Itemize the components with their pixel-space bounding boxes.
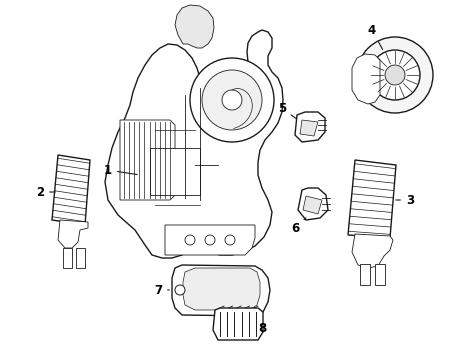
Circle shape xyxy=(175,285,185,295)
Circle shape xyxy=(385,65,405,85)
Polygon shape xyxy=(375,264,385,285)
Circle shape xyxy=(222,90,242,110)
Polygon shape xyxy=(58,220,88,248)
Polygon shape xyxy=(150,148,200,195)
Polygon shape xyxy=(63,248,72,268)
Polygon shape xyxy=(165,225,255,255)
Text: 6: 6 xyxy=(291,218,306,235)
Circle shape xyxy=(205,235,215,245)
Polygon shape xyxy=(295,112,325,142)
Text: 5: 5 xyxy=(278,102,296,118)
Text: 7: 7 xyxy=(154,284,169,296)
Polygon shape xyxy=(183,268,260,310)
Polygon shape xyxy=(352,54,380,104)
Text: 3: 3 xyxy=(396,193,414,206)
Polygon shape xyxy=(303,196,322,214)
Polygon shape xyxy=(52,155,90,225)
Polygon shape xyxy=(76,248,85,268)
Circle shape xyxy=(370,50,420,100)
Polygon shape xyxy=(172,265,270,316)
Polygon shape xyxy=(120,120,175,200)
Circle shape xyxy=(190,58,274,142)
Polygon shape xyxy=(175,5,214,48)
Polygon shape xyxy=(300,120,318,136)
Text: 8: 8 xyxy=(258,322,266,334)
Polygon shape xyxy=(105,30,283,258)
Polygon shape xyxy=(352,234,393,268)
Text: 1: 1 xyxy=(104,164,137,176)
Polygon shape xyxy=(298,188,328,220)
Polygon shape xyxy=(213,308,263,340)
Circle shape xyxy=(202,70,262,130)
Text: 2: 2 xyxy=(36,185,55,198)
Circle shape xyxy=(185,235,195,245)
Text: 4: 4 xyxy=(368,24,383,49)
Polygon shape xyxy=(360,264,370,285)
Circle shape xyxy=(225,235,235,245)
Polygon shape xyxy=(348,160,396,238)
Circle shape xyxy=(357,37,433,113)
